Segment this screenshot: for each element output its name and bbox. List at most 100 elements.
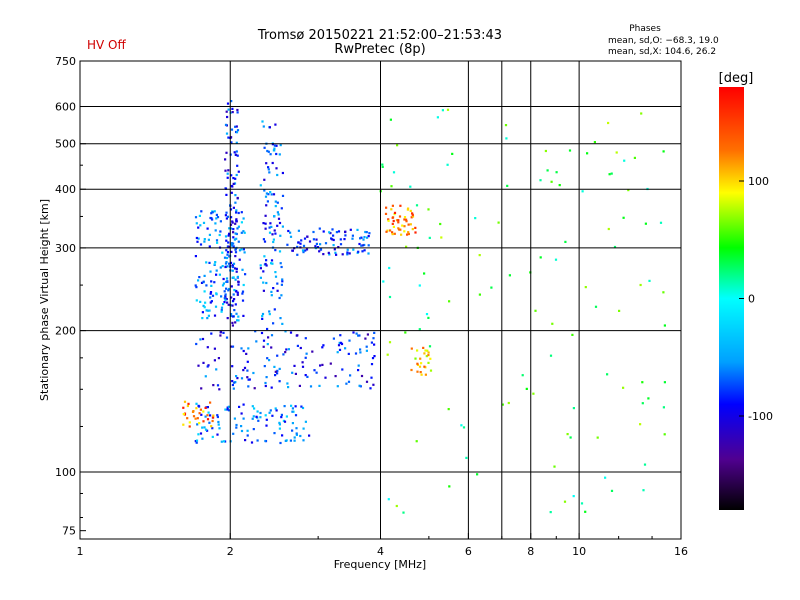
data-point: [226, 176, 229, 179]
data-point: [194, 284, 197, 287]
data-point: [279, 144, 282, 147]
data-point: [222, 331, 225, 334]
data-point: [224, 408, 227, 411]
data-point: [291, 407, 294, 410]
data-point: [403, 230, 406, 233]
data-point: [584, 510, 587, 513]
data-point: [235, 290, 238, 293]
data-point: [476, 473, 479, 476]
data-point: [281, 322, 284, 325]
data-point: [207, 238, 210, 241]
data-point: [393, 213, 396, 216]
data-point: [227, 405, 230, 408]
data-point: [593, 141, 596, 144]
data-point: [608, 173, 611, 176]
data-point: [301, 361, 304, 364]
data-point: [247, 378, 250, 381]
data-point: [387, 498, 390, 501]
data-point: [407, 232, 410, 236]
data-point: [206, 365, 209, 368]
data-point: [397, 219, 400, 222]
data-point: [332, 337, 335, 340]
data-point: [427, 361, 430, 364]
data-point: [195, 407, 198, 410]
data-point: [525, 387, 528, 390]
data-point: [389, 229, 392, 232]
data-point: [280, 207, 283, 210]
data-point: [263, 146, 266, 149]
data-point: [183, 400, 187, 403]
data-point: [411, 213, 414, 216]
data-point: [232, 299, 235, 302]
data-point: [230, 296, 233, 299]
data-point: [278, 423, 281, 426]
data-point: [234, 321, 237, 324]
data-point: [203, 290, 206, 293]
data-point: [604, 476, 607, 479]
data-point: [244, 273, 247, 276]
data-point: [306, 235, 309, 238]
data-point: [357, 334, 360, 337]
data-point: [399, 204, 402, 207]
data-point: [332, 234, 335, 237]
data-point: [226, 406, 229, 409]
data-point: [352, 331, 355, 334]
data-point: [225, 287, 228, 290]
data-point: [281, 225, 284, 228]
data-point: [198, 422, 201, 425]
data-point: [219, 331, 222, 334]
data-point: [255, 340, 258, 343]
data-point: [265, 259, 268, 262]
data-point: [242, 314, 245, 317]
data-point: [235, 270, 238, 273]
data-point: [281, 280, 284, 283]
data-point: [212, 416, 215, 419]
data-point: [231, 221, 234, 224]
data-point: [241, 268, 244, 271]
grid-lines: [80, 61, 681, 539]
data-point: [232, 262, 236, 265]
data-point: [220, 308, 223, 311]
x-tick-label: 10: [572, 545, 586, 558]
data-point: [264, 222, 267, 225]
data-point: [372, 337, 375, 340]
data-point: [315, 238, 318, 241]
data-point: [365, 380, 369, 383]
data-point: [209, 296, 212, 299]
data-point: [273, 144, 276, 147]
data-point: [251, 417, 254, 420]
data-point: [198, 276, 201, 279]
data-point: [554, 258, 558, 261]
data-point: [398, 215, 402, 218]
data-point: [393, 211, 397, 214]
data-point: [555, 171, 558, 174]
data-point: [259, 184, 262, 187]
data-point: [225, 249, 228, 252]
data-point: [259, 267, 262, 270]
data-point: [367, 252, 370, 255]
data-point: [339, 238, 342, 241]
data-point: [225, 256, 229, 260]
data-point: [225, 336, 229, 339]
data-point: [390, 208, 393, 211]
data-point: [282, 353, 285, 356]
data-point: [571, 333, 574, 336]
data-point: [245, 352, 248, 355]
data-point: [217, 357, 220, 360]
data-point: [242, 248, 245, 251]
data-point: [240, 347, 243, 350]
data-point: [506, 184, 509, 187]
data-point: [505, 137, 508, 140]
data-point: [357, 364, 360, 367]
data-point: [238, 258, 241, 261]
data-point: [322, 344, 325, 347]
data-point: [504, 124, 508, 127]
data-point: [371, 357, 375, 360]
data-point: [278, 296, 281, 300]
data-point: [197, 433, 200, 436]
data-point: [210, 300, 213, 303]
data-point: [241, 292, 244, 295]
data-point: [230, 184, 233, 188]
data-point: [356, 228, 359, 231]
